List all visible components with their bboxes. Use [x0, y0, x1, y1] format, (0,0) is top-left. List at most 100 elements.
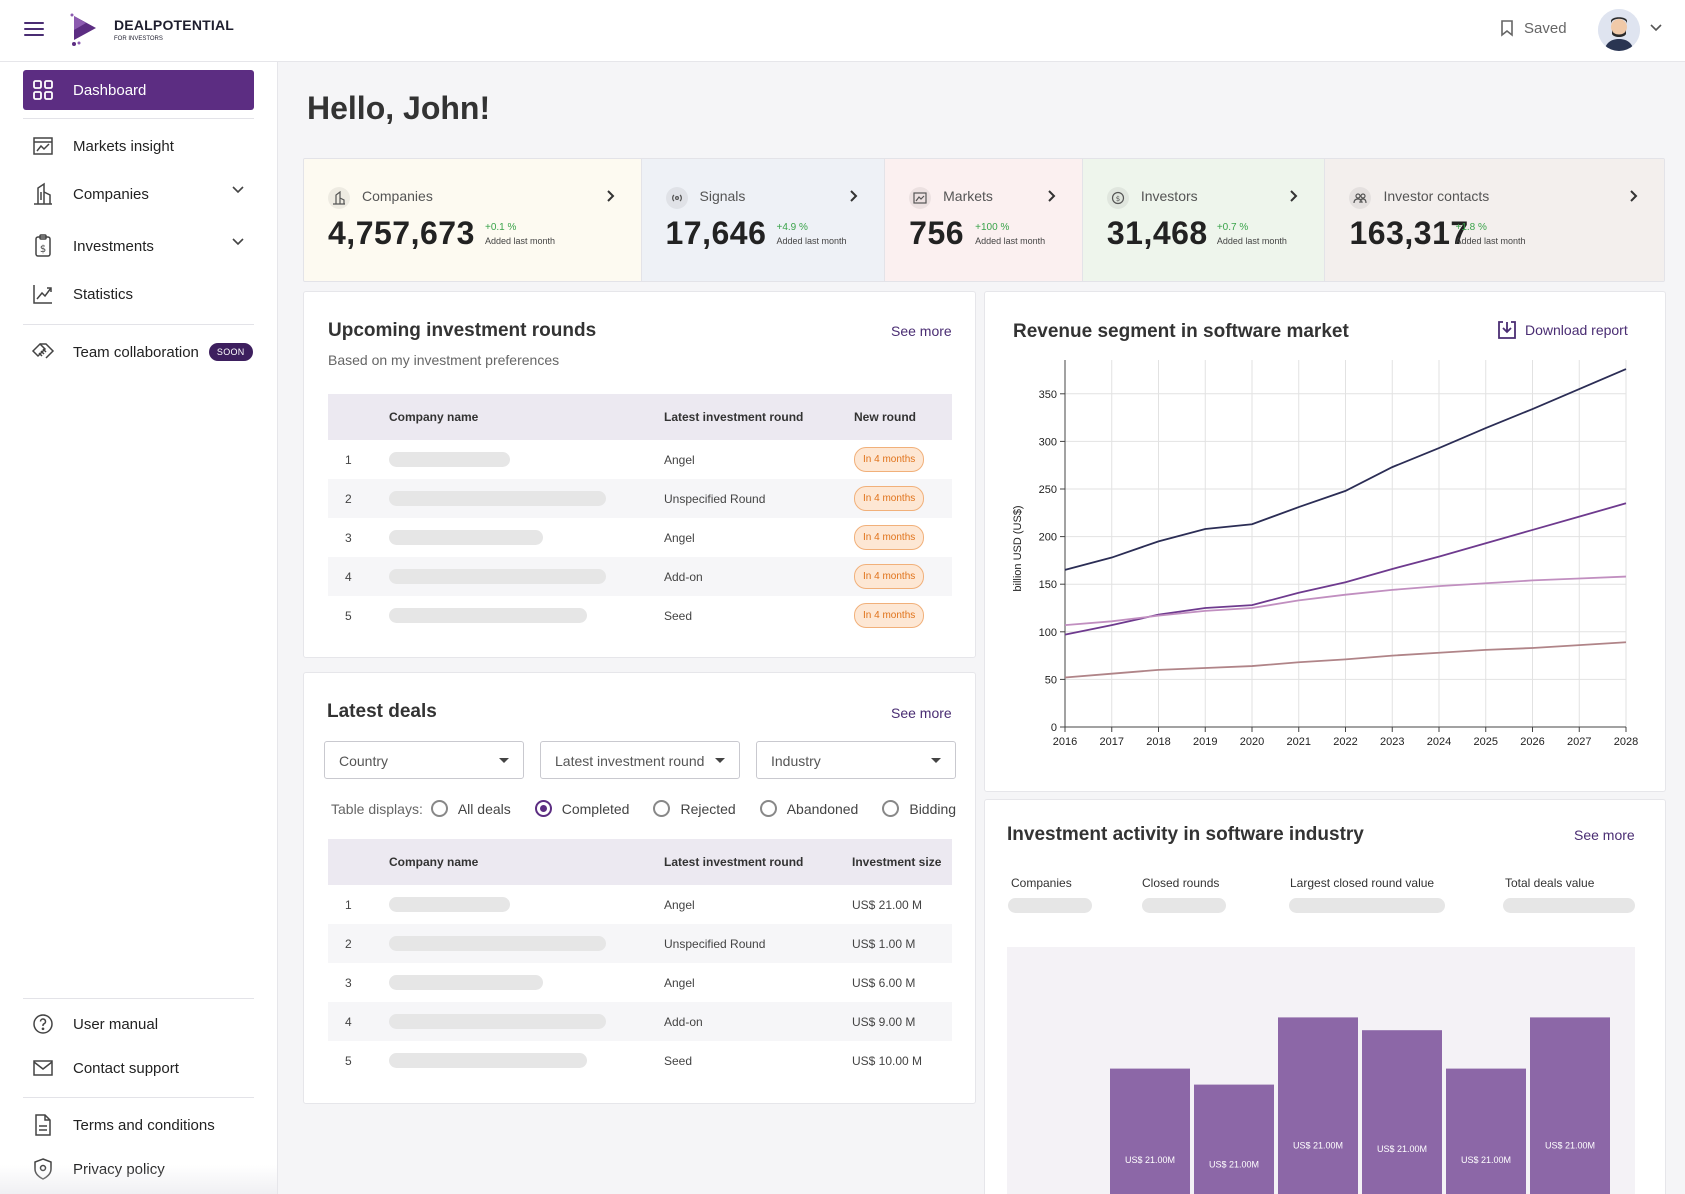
chevron-right-icon[interactable]: [1629, 189, 1638, 203]
skeleton-placeholder: [389, 491, 606, 506]
sidebar-item-dashboard[interactable]: Dashboard: [23, 70, 254, 110]
radio-label: Completed: [561, 800, 630, 817]
chevron-right-icon[interactable]: [606, 189, 615, 203]
stat-card-companies[interactable]: Companies 4,757,673 +0.1 % Added last mo…: [304, 159, 642, 281]
chevron-right-icon[interactable]: [1047, 189, 1056, 203]
radio-dot[interactable]: [534, 800, 552, 817]
sidebar: Dashboard Markets insight Companies $ In…: [0, 62, 278, 1194]
table-row[interactable]: 5 Seed US$ 10.00 M: [328, 1041, 952, 1080]
sidebar-item-contact-support[interactable]: Contact support: [23, 1048, 254, 1088]
table-row[interactable]: 1 Angel In 4 months: [328, 440, 952, 479]
series-line-0: [1064, 368, 1627, 571]
radio-dot[interactable]: [882, 800, 900, 817]
x-tick-label: 2016: [1053, 736, 1077, 748]
round-cell: Angel: [664, 452, 695, 467]
column-header[interactable]: Investment size: [852, 839, 952, 885]
column-header[interactable]: Company name: [389, 839, 664, 885]
avatar[interactable]: [1598, 9, 1640, 51]
caret-down-icon: [499, 758, 509, 763]
revenue-line-chart: 0 50 100 150 200 250 300 350 2016 2017 2018 2019 202…: [1012, 360, 1638, 748]
radio-label: All deals: [457, 800, 511, 817]
table-row[interactable]: 1 Angel US$ 21.00 M: [328, 885, 952, 924]
deals-see-more-link[interactable]: See more: [891, 705, 952, 721]
table-row[interactable]: 3 Angel US$ 6.00 M: [328, 963, 952, 1002]
chart-window-icon: [23, 135, 63, 157]
latest-deals-table: Company name Latest investment round Inv…: [328, 839, 952, 1080]
table-row[interactable]: 4 Add-on In 4 months: [328, 557, 952, 596]
industry-select[interactable]: Industry: [756, 741, 956, 779]
download-report-button[interactable]: Download report: [1497, 320, 1628, 340]
upcoming-rounds-card: [303, 291, 976, 658]
radio-abandoned[interactable]: Abandoned: [759, 800, 858, 817]
saved-label: Saved: [1524, 20, 1567, 37]
radio-bidding[interactable]: Bidding: [882, 800, 956, 817]
radio-dot[interactable]: [759, 800, 777, 817]
skeleton-placeholder: [389, 975, 543, 990]
saved-button[interactable]: Saved: [1500, 20, 1567, 37]
bar: [1446, 1068, 1526, 1194]
skeleton-placeholder: [389, 936, 606, 951]
column-header[interactable]: New round: [854, 394, 952, 440]
row-number: 4: [328, 557, 389, 596]
investment-round-select[interactable]: Latest investment round: [540, 741, 740, 779]
column-header[interactable]: Latest investment round: [664, 394, 854, 440]
radio-rejected[interactable]: Rejected: [653, 800, 736, 817]
sidebar-item-statistics[interactable]: Statistics: [23, 274, 254, 314]
radio-all-deals[interactable]: All deals: [430, 800, 511, 817]
chevron-down-icon[interactable]: [1650, 24, 1662, 32]
table-row[interactable]: 2 Unspecified Round In 4 months: [328, 479, 952, 518]
stat-card-markets[interactable]: Markets 756 +100 % Added last month: [885, 159, 1083, 281]
stat-label: Investors: [1140, 188, 1198, 204]
chevron-right-icon[interactable]: [849, 189, 858, 203]
stat-value: 17,646: [665, 215, 767, 251]
x-tick-label: 2020: [1240, 736, 1264, 748]
display-label: Table displays:: [331, 800, 423, 817]
revenue-chart-title: Revenue segment in software market: [1013, 321, 1349, 342]
stat-label: Investor contacts: [1383, 188, 1490, 204]
sidebar-item-user-manual[interactable]: User manual: [23, 1004, 254, 1044]
skeleton-placeholder: [1008, 898, 1092, 913]
radio-dot[interactable]: [653, 800, 671, 817]
activity-see-more-link[interactable]: See more: [1574, 827, 1635, 843]
sidebar-item-team-collaboration[interactable]: Team collaboration SOON: [23, 332, 254, 372]
stat-value: 756: [909, 215, 965, 251]
series-line-1: [1064, 502, 1627, 636]
table-row[interactable]: 5 Seed In 4 months: [328, 596, 952, 635]
sidebar-item-companies[interactable]: Companies: [23, 174, 254, 214]
bar: [1362, 1030, 1442, 1194]
radio-dot[interactable]: [430, 800, 448, 817]
y-tick-label: 100: [1039, 627, 1057, 639]
round-cell: Add-on: [664, 1002, 852, 1041]
country-select[interactable]: Country: [324, 741, 524, 779]
sidebar-item-markets-insight[interactable]: Markets insight: [23, 126, 254, 166]
row-number: 5: [345, 1053, 352, 1068]
stat-card-investor-contacts[interactable]: Investor contacts 163,317 +1.8 % Added l…: [1325, 159, 1664, 281]
column-header[interactable]: Latest investment round: [664, 839, 852, 885]
chevron-down-icon[interactable]: [232, 238, 244, 246]
y-tick-label: 0: [1051, 722, 1057, 734]
help-icon: [23, 1013, 63, 1035]
chevron-right-icon[interactable]: [1289, 189, 1298, 203]
column-header[interactable]: Company name: [389, 394, 664, 440]
table-row[interactable]: 4 Add-on US$ 9.00 M: [328, 1002, 952, 1041]
select-value: Country: [339, 753, 389, 769]
stat-card-signals[interactable]: Signals 17,646 +4.9 % Added last month: [641, 159, 886, 281]
sidebar-item-investments[interactable]: $ Investments: [23, 226, 254, 266]
table-row[interactable]: 3 Angel In 4 months: [328, 518, 952, 557]
svg-text:$: $: [1116, 195, 1120, 203]
chevron-down-icon[interactable]: [232, 186, 244, 194]
dealpotential-logo[interactable]: [70, 12, 100, 48]
caret-down-icon: [931, 758, 941, 763]
radio-completed[interactable]: Completed: [534, 800, 630, 817]
sidebar-fade: [0, 1165, 278, 1194]
y-tick-label: 200: [1039, 532, 1057, 544]
stat-card-investors[interactable]: $ Investors 31,468 +0.7 % Added last mon…: [1082, 159, 1326, 281]
table-row[interactable]: 2 Unspecified Round US$ 1.00 M: [328, 924, 952, 963]
menu-icon[interactable]: [24, 22, 44, 38]
brand-name: DEALPOTENTIAL: [114, 17, 235, 33]
sidebar-item-terms[interactable]: Terms and conditions: [23, 1105, 254, 1145]
skeleton-placeholder: [389, 569, 606, 584]
upcoming-see-more-link[interactable]: See more: [891, 323, 952, 339]
bookmark-icon: [1501, 20, 1513, 37]
brand-tagline: FOR INVESTORS: [114, 36, 163, 42]
